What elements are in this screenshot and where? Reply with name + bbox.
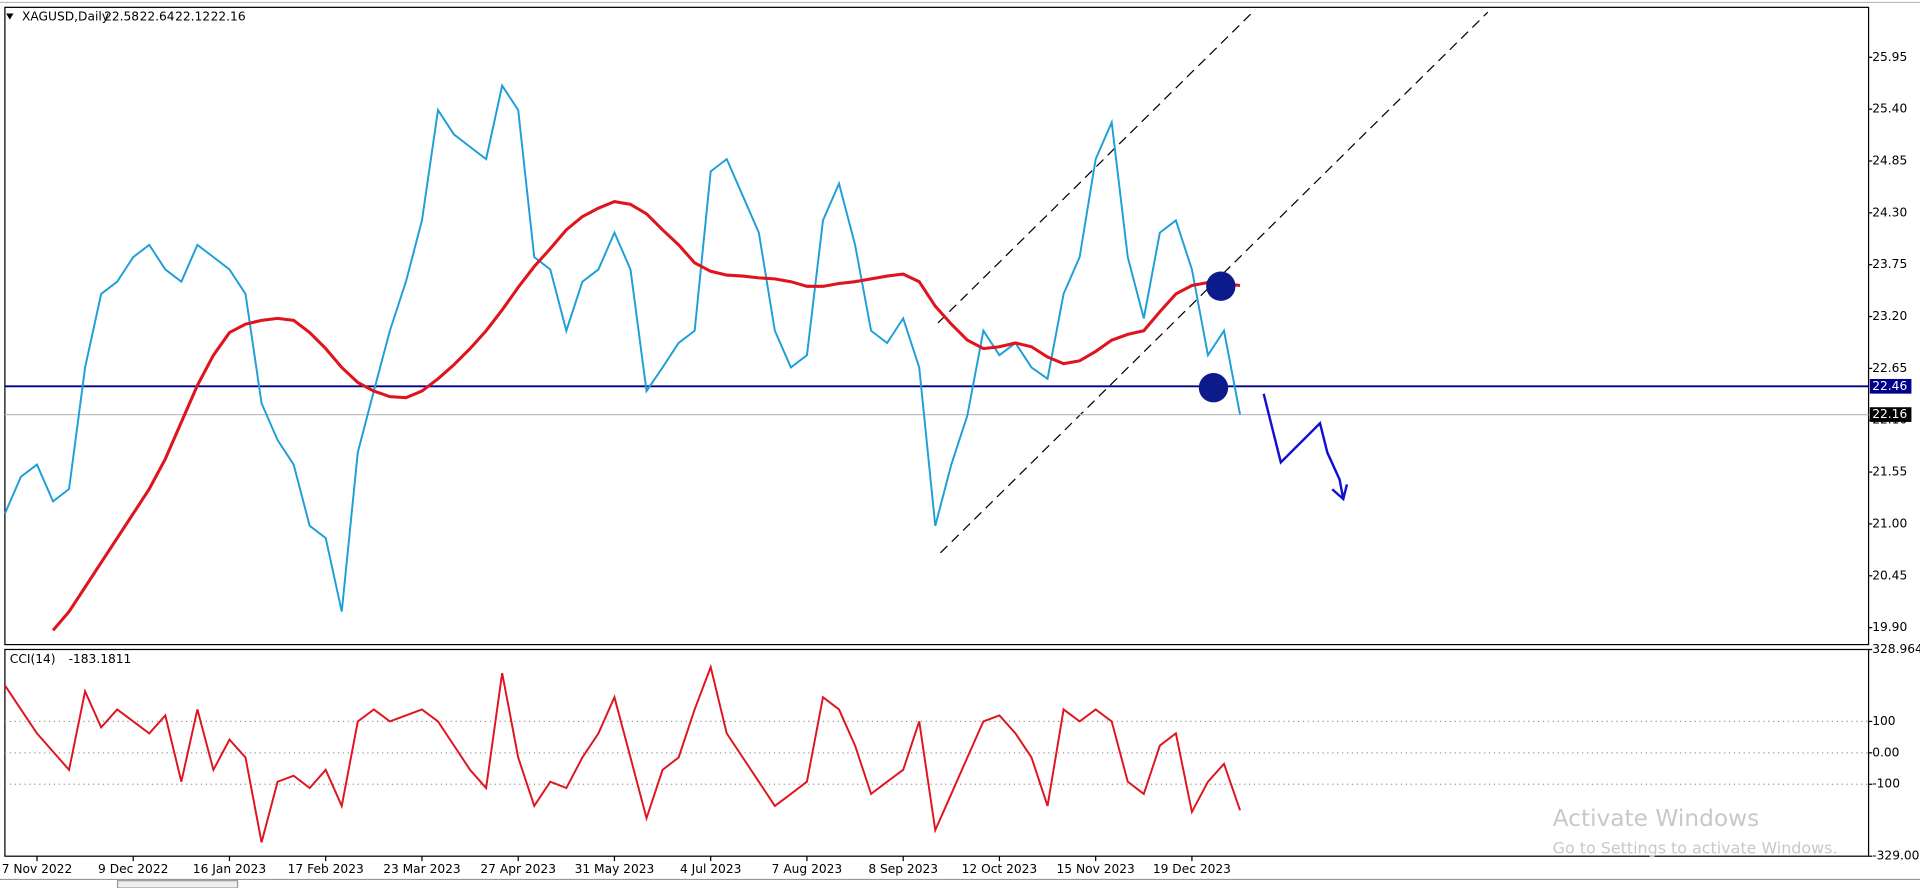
y-tick-label: 25.40: [1872, 102, 1907, 116]
x-tick-label: 4 Jul 2023: [680, 862, 741, 876]
y-tick-label: 23.20: [1872, 309, 1907, 323]
x-tick-label: 7 Nov 2022: [2, 862, 73, 876]
price-panel: [4, 6, 1870, 646]
projection-drawing: [1262, 393, 1349, 502]
y-tick-label: 328.964: [1872, 642, 1920, 656]
y-tick-label: -100: [1872, 777, 1900, 791]
cci-title: CCI(14): [10, 652, 56, 666]
watermark-subtitle: Go to Settings to activate Windows.: [1553, 838, 1838, 857]
level-label-box: [1869, 378, 1912, 394]
x-tick-label: 9 Dec 2022: [98, 862, 168, 876]
x-tick-label: 23 Mar 2023: [383, 862, 461, 876]
last-price-label: 22.16: [1872, 407, 1907, 421]
last-price-box: [1869, 407, 1912, 422]
x-tick-label: 16 Jan 2023: [193, 862, 266, 876]
cci-value: -183.1811: [69, 652, 132, 666]
level-label: 22.46: [1872, 379, 1907, 393]
symbol: XAGUSD,Daily: [22, 10, 109, 24]
y-tick-label: 0.00: [1872, 745, 1899, 759]
y-tick-label: 25.95: [1872, 50, 1907, 64]
y-tick-label: 21.00: [1872, 516, 1907, 530]
y-tick-label: 24.85: [1872, 154, 1907, 168]
high: 22.64: [140, 10, 175, 24]
x-tick-label: 17 Feb 2023: [288, 862, 364, 876]
y-tick-label: -329.000: [1872, 849, 1920, 863]
close: 22.16: [211, 10, 246, 24]
x-tick-label: 8 Sep 2023: [868, 862, 938, 876]
y-tick-label: 19.90: [1872, 620, 1907, 634]
series-line: [3, 83, 1242, 612]
marker-circle: [1198, 373, 1229, 403]
series-line: [4, 663, 1241, 843]
low: 22.12: [175, 10, 210, 24]
x-tick-label: 31 May 2023: [575, 862, 655, 876]
menu-arrow: [6, 13, 14, 20]
marker-circle: [1206, 271, 1236, 301]
x-tick-label: 19 Dec 2023: [1153, 862, 1231, 876]
y-tick-label: 100: [1872, 714, 1895, 728]
x-tick-label: 12 Oct 2023: [962, 862, 1038, 876]
open: 22.58: [104, 10, 139, 24]
y-tick-label: 23.75: [1872, 257, 1907, 271]
y-tick-label: 20.45: [1872, 568, 1907, 582]
channel-line: [937, 9, 1256, 324]
x-tick-label: 15 Nov 2023: [1057, 862, 1135, 876]
series-line: [51, 199, 1241, 632]
y-tick-label: 21.55: [1872, 465, 1907, 479]
watermark-title: Activate Windows: [1553, 805, 1760, 832]
y-tick-label: 22.65: [1872, 361, 1907, 375]
tab[interactable]: [116, 880, 239, 888]
x-tick-label: 7 Aug 2023: [772, 862, 843, 876]
x-tick-label: 27 Apr 2023: [480, 862, 556, 876]
y-tick-label: 24.30: [1872, 205, 1907, 219]
